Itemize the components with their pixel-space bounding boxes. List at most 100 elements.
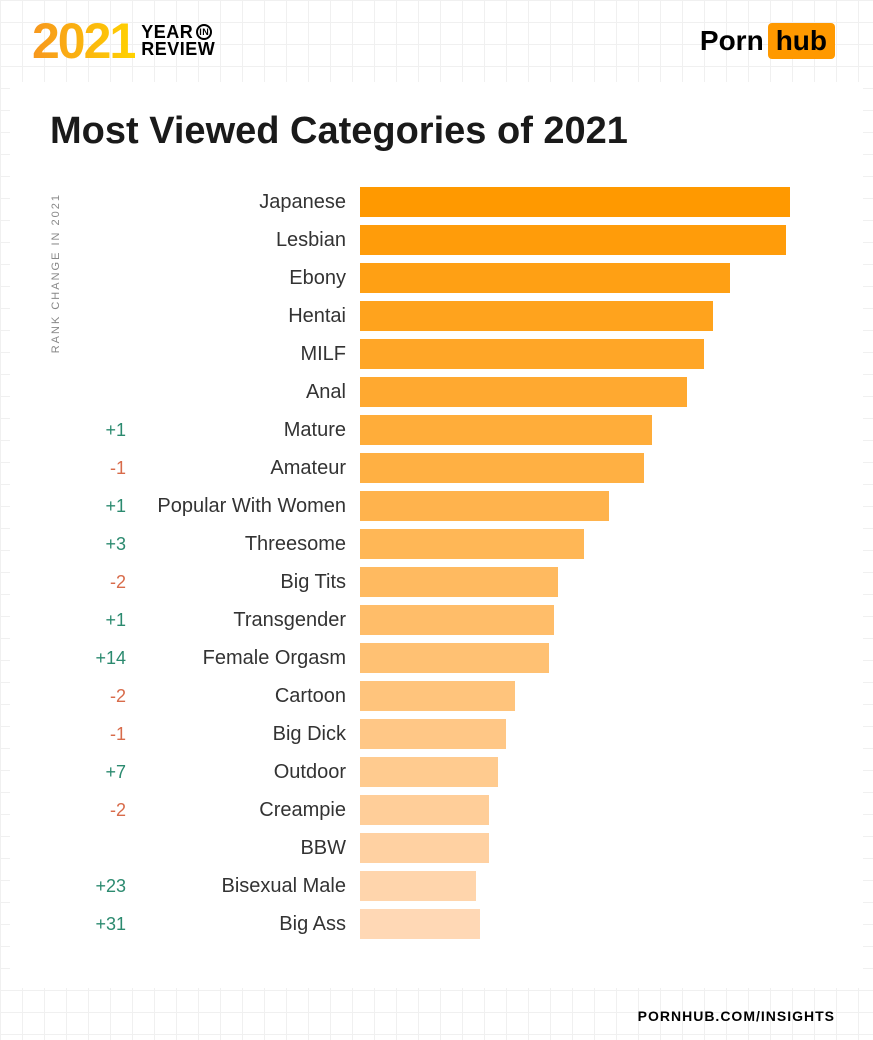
axis-label: RANK CHANGE IN 2021 (50, 193, 62, 353)
chart-row: +31Big Ass (70, 905, 823, 943)
rank-change: +1 (70, 496, 130, 517)
bar (360, 339, 704, 369)
chart-row: +3Threesome (70, 525, 823, 563)
chart-row: BBW (70, 829, 823, 867)
chart-row: +1Popular With Women (70, 487, 823, 525)
category-label: Anal (130, 381, 360, 404)
chart-row: MILF (70, 335, 823, 373)
rank-change: +7 (70, 762, 130, 783)
category-label: MILF (130, 343, 360, 366)
category-label: Creampie (130, 799, 360, 822)
category-label: Lesbian (130, 229, 360, 252)
chart-row: -1Amateur (70, 449, 823, 487)
bar-track (360, 677, 823, 715)
bar (360, 225, 786, 255)
chart-row: +23Bisexual Male (70, 867, 823, 905)
rank-change: +1 (70, 610, 130, 631)
chart-row: Anal (70, 373, 823, 411)
chart-row: Hentai (70, 297, 823, 335)
rank-change: +1 (70, 420, 130, 441)
bar-track (360, 639, 823, 677)
bar (360, 833, 489, 863)
chart-row: Lesbian (70, 221, 823, 259)
bar (360, 681, 515, 711)
bar (360, 719, 506, 749)
bar (360, 795, 489, 825)
category-label: Mature (130, 419, 360, 442)
chart-row: -2Cartoon (70, 677, 823, 715)
category-label: Amateur (130, 457, 360, 480)
category-label: Bisexual Male (130, 875, 360, 898)
bar (360, 871, 476, 901)
bar (360, 263, 730, 293)
bar-track (360, 259, 823, 297)
bar (360, 377, 687, 407)
bar-track (360, 335, 823, 373)
brand-logo: Porn hub (700, 23, 835, 59)
bar-track (360, 411, 823, 449)
bar-track (360, 563, 823, 601)
bar-track (360, 449, 823, 487)
category-label: Big Tits (130, 571, 360, 594)
chart-row: -2Creampie (70, 791, 823, 829)
category-label: Threesome (130, 533, 360, 556)
category-label: Transgender (130, 609, 360, 632)
bar (360, 529, 584, 559)
chart-row: +1Mature (70, 411, 823, 449)
bar (360, 301, 713, 331)
bar-track (360, 829, 823, 867)
rank-change: -1 (70, 724, 130, 745)
category-label: Big Ass (130, 913, 360, 936)
chart-row: -1Big Dick (70, 715, 823, 753)
category-label: Outdoor (130, 761, 360, 784)
page-title: Most Viewed Categories of 2021 (50, 110, 823, 153)
year-in-review-badge: 2021 YEAR IN REVIEW (32, 16, 215, 66)
category-label: Female Orgasm (130, 647, 360, 670)
content-panel: Most Viewed Categories of 2021 RANK CHAN… (10, 82, 863, 988)
bar-track (360, 905, 823, 943)
chart-row: +7Outdoor (70, 753, 823, 791)
bar-chart: RANK CHANGE IN 2021 Japanese Lesbian Ebony… (50, 183, 823, 943)
bar (360, 757, 498, 787)
rank-change: -2 (70, 686, 130, 707)
bar-track (360, 525, 823, 563)
chart-row: +1Transgender (70, 601, 823, 639)
bar-track (360, 183, 823, 221)
rank-change: +3 (70, 534, 130, 555)
bar (360, 453, 644, 483)
bar-track (360, 867, 823, 905)
yir-review: REVIEW (141, 41, 215, 58)
rank-change: +31 (70, 914, 130, 935)
bar-track (360, 753, 823, 791)
category-label: Cartoon (130, 685, 360, 708)
logo-text-a: Porn (700, 25, 764, 57)
category-label: Big Dick (130, 723, 360, 746)
bar-track (360, 373, 823, 411)
logo-text-b: hub (768, 23, 835, 59)
header: 2021 YEAR IN REVIEW Porn hub (0, 0, 873, 82)
rank-change: -1 (70, 458, 130, 479)
category-label: Popular With Women (130, 495, 360, 518)
chart-row: Japanese (70, 183, 823, 221)
rank-change: +23 (70, 876, 130, 897)
category-label: Ebony (130, 267, 360, 290)
bar (360, 415, 652, 445)
year-number: 2021 (32, 16, 135, 66)
bar (360, 643, 549, 673)
category-label: Japanese (130, 191, 360, 214)
rank-change: -2 (70, 572, 130, 593)
rank-change: +14 (70, 648, 130, 669)
bar-track (360, 487, 823, 525)
category-label: BBW (130, 837, 360, 860)
bar (360, 491, 609, 521)
bar-track (360, 297, 823, 335)
rank-change: -2 (70, 800, 130, 821)
bar-track (360, 791, 823, 829)
bar (360, 909, 480, 939)
category-label: Hentai (130, 305, 360, 328)
chart-row: -2Big Tits (70, 563, 823, 601)
footer-link: PORNHUB.COM/INSIGHTS (638, 1008, 835, 1024)
bar (360, 187, 790, 217)
bar (360, 567, 558, 597)
bar-track (360, 221, 823, 259)
